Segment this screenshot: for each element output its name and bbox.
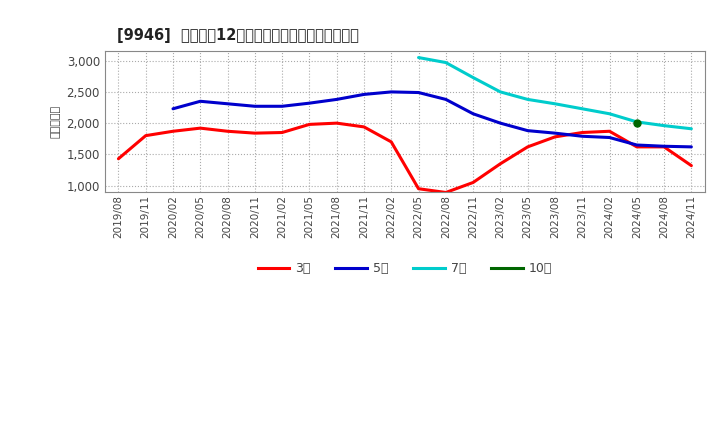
5年 — [305, 100, 314, 106]
7年 — [523, 97, 532, 102]
Text: [9946]  経常利益12か月移動合計の標準偏差の推移: [9946] 経常利益12か月移動合計の標準偏差の推移 — [117, 28, 359, 43]
3年 — [687, 163, 696, 168]
3年 — [578, 130, 587, 135]
5年 — [223, 101, 232, 106]
3年 — [251, 131, 259, 136]
5年 — [496, 121, 505, 126]
Line: 5年: 5年 — [173, 92, 691, 147]
7年 — [606, 111, 614, 117]
5年 — [387, 89, 395, 95]
7年 — [496, 89, 505, 95]
5年 — [278, 104, 287, 109]
7年 — [551, 101, 559, 106]
Legend: 3年, 5年, 7年, 10年: 3年, 5年, 7年, 10年 — [253, 257, 557, 280]
3年 — [441, 190, 450, 195]
3年 — [523, 144, 532, 150]
7年 — [414, 55, 423, 60]
5年 — [441, 97, 450, 102]
7年 — [469, 75, 477, 80]
3年 — [278, 130, 287, 135]
7年 — [687, 126, 696, 132]
3年 — [660, 144, 668, 150]
5年 — [251, 104, 259, 109]
3年 — [414, 186, 423, 191]
3年 — [168, 128, 177, 134]
5年 — [523, 128, 532, 133]
5年 — [333, 97, 341, 102]
3年 — [632, 144, 641, 150]
7年 — [578, 106, 587, 111]
5年 — [606, 135, 614, 140]
3年 — [305, 122, 314, 127]
3年 — [196, 125, 204, 131]
3年 — [333, 121, 341, 126]
5年 — [414, 90, 423, 95]
3年 — [551, 134, 559, 139]
5年 — [632, 143, 641, 148]
5年 — [168, 106, 177, 111]
Y-axis label: （百万円）: （百万円） — [51, 105, 61, 138]
5年 — [687, 144, 696, 150]
7年 — [441, 60, 450, 65]
5年 — [660, 143, 668, 149]
3年 — [387, 139, 395, 144]
Line: 7年: 7年 — [418, 58, 691, 129]
5年 — [469, 111, 477, 117]
3年 — [496, 161, 505, 166]
5年 — [578, 134, 587, 139]
3年 — [360, 124, 369, 129]
Line: 3年: 3年 — [118, 123, 691, 192]
7年 — [632, 119, 641, 125]
5年 — [196, 99, 204, 104]
5年 — [360, 92, 369, 97]
5年 — [551, 131, 559, 136]
3年 — [606, 128, 614, 134]
7年 — [660, 123, 668, 128]
3年 — [469, 180, 477, 185]
3年 — [114, 156, 122, 161]
3年 — [141, 133, 150, 138]
3年 — [223, 128, 232, 134]
